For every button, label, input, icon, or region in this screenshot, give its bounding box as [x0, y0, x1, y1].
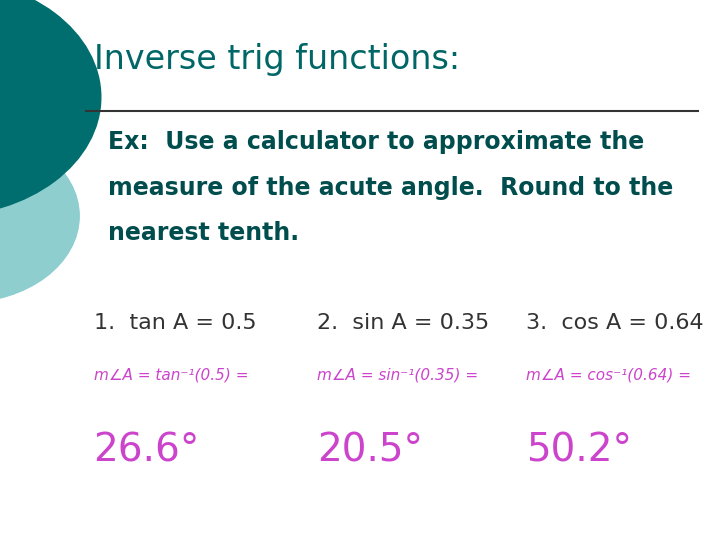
Text: 2.  sin A = 0.35: 2. sin A = 0.35: [317, 313, 489, 333]
Text: nearest tenth.: nearest tenth.: [108, 221, 299, 245]
Text: measure of the acute angle.  Round to the: measure of the acute angle. Round to the: [108, 176, 673, 199]
Text: Inverse trig functions:: Inverse trig functions:: [94, 43, 460, 76]
Circle shape: [0, 130, 79, 302]
Text: m∠A = tan⁻¹(0.5) =: m∠A = tan⁻¹(0.5) =: [94, 367, 248, 382]
Text: m∠A = sin⁻¹(0.35) =: m∠A = sin⁻¹(0.35) =: [317, 367, 478, 382]
Text: 3.  cos A = 0.64: 3. cos A = 0.64: [526, 313, 703, 333]
Text: 20.5°: 20.5°: [317, 432, 423, 470]
Text: 50.2°: 50.2°: [526, 432, 631, 470]
Text: Ex:  Use a calculator to approximate the: Ex: Use a calculator to approximate the: [108, 130, 644, 153]
Text: 26.6°: 26.6°: [94, 432, 200, 470]
Text: m∠A = cos⁻¹(0.64) =: m∠A = cos⁻¹(0.64) =: [526, 367, 690, 382]
Circle shape: [0, 0, 101, 216]
Text: 1.  tan A = 0.5: 1. tan A = 0.5: [94, 313, 256, 333]
